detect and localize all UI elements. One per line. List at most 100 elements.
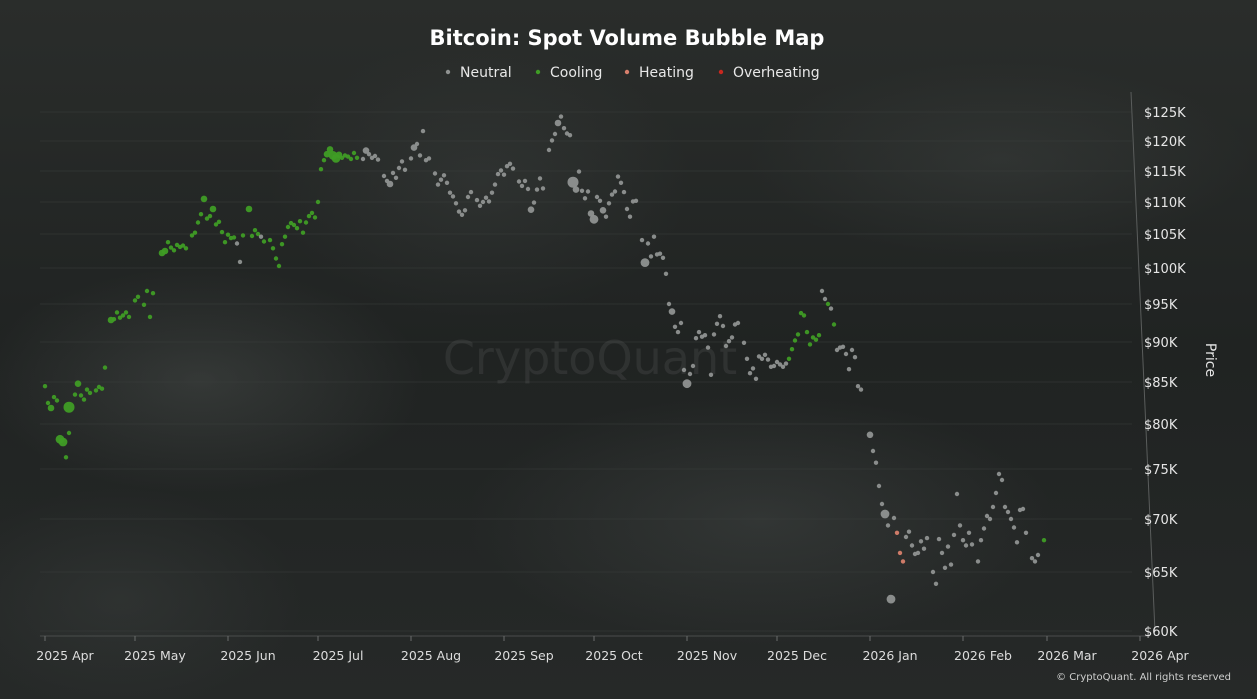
bubble-point (375, 157, 381, 162)
bubble-point (123, 310, 129, 315)
bubble-point (78, 393, 84, 398)
chart-title: Bitcoin: Spot Volume Bubble Map (430, 26, 825, 50)
bubble-point (126, 314, 132, 320)
legend-item-neutral[interactable]: Neutral (445, 65, 512, 81)
bubble-point (483, 195, 489, 200)
x-tick-label: 2025 Apr (36, 648, 94, 663)
bubble-point (180, 243, 186, 248)
bubble-point (663, 271, 669, 276)
bubble-point (723, 343, 729, 349)
bubble-point (843, 351, 849, 357)
bubble-point (225, 232, 231, 237)
bubble-point (984, 513, 990, 519)
bubble-point (507, 161, 513, 166)
bubble-point (45, 400, 51, 406)
bubble-point (372, 153, 378, 159)
bubble-point (480, 199, 486, 205)
y-axis-line (1130, 91, 1156, 633)
bubble-point (534, 187, 540, 192)
bubble-point (603, 214, 609, 219)
bubble-point (291, 222, 297, 228)
bubble-point (63, 455, 69, 460)
legend-item-heating[interactable]: Heating (624, 65, 694, 81)
x-tick-label: 2025 Dec (767, 648, 827, 663)
x-tick-label: 2026 Apr (1131, 648, 1189, 663)
bubble-point (585, 189, 591, 194)
bubble-point (900, 559, 906, 564)
bubble-point (915, 550, 921, 556)
bubble-point (880, 509, 890, 519)
legend-item-cooling[interactable]: Cooling (535, 65, 603, 81)
legend[interactable]: Neutral Cooling Heating Overheating (445, 65, 820, 81)
bubble-point (612, 189, 618, 194)
bubble-point (589, 214, 599, 224)
bubble-point (957, 523, 963, 528)
bubble-point (681, 367, 687, 373)
bubble-point (876, 483, 882, 489)
bubble-point (348, 156, 354, 162)
bubble-point (111, 317, 117, 322)
bubble-point (765, 357, 771, 362)
grid-lines (40, 111, 1132, 632)
bubble-point (189, 233, 195, 238)
bubble-point (120, 313, 126, 318)
y-tick-label: $60K (1144, 625, 1178, 640)
bubble-point (866, 431, 874, 439)
bubble-point (597, 198, 603, 203)
bubble-point (572, 186, 580, 193)
bubble-point (1011, 525, 1017, 530)
bubble-point (954, 491, 960, 497)
x-tick-label: 2025 Jun (220, 648, 275, 663)
bubble-point (858, 387, 864, 392)
bubble-point (621, 189, 627, 195)
bubble-point (948, 562, 954, 567)
bubble-point (831, 322, 837, 327)
bubble-point (668, 308, 676, 315)
bubble-point (219, 229, 225, 235)
bubble-point (711, 332, 717, 337)
bubble-point (399, 159, 405, 164)
legend-label: Neutral (460, 65, 512, 81)
bubble-point (696, 329, 702, 335)
bubble-point (171, 248, 177, 253)
bubble-point (309, 210, 315, 216)
bubble-point (522, 178, 528, 184)
bubble-point (816, 333, 822, 338)
bubble-point (969, 542, 975, 547)
bubble-point (693, 336, 699, 341)
bubble-point (963, 543, 969, 548)
bubble-point (567, 176, 579, 188)
bubble-point (726, 339, 732, 344)
bubble-point (150, 291, 156, 296)
bubble-point (906, 529, 912, 534)
bubble-point (465, 194, 471, 200)
y-axis-title: Price (1202, 343, 1218, 377)
bubble-point (408, 156, 414, 161)
bubble-point (936, 536, 942, 542)
bubble-point (222, 240, 228, 245)
bubble-point (390, 170, 396, 176)
bubble-point (312, 215, 318, 220)
bubble-point (1008, 516, 1014, 522)
bubble-point (921, 546, 927, 551)
bubble-point (200, 195, 208, 203)
bubble-point (939, 550, 945, 556)
bubble-point (981, 526, 987, 531)
x-tick-label: 2026 Mar (1037, 648, 1097, 663)
bubble-point (525, 186, 531, 192)
bubble-point (255, 231, 261, 237)
legend-item-overheating[interactable]: Overheating (718, 65, 820, 81)
bubble-point (381, 173, 387, 179)
bubble-point (237, 259, 243, 265)
bubble-point (756, 354, 762, 359)
bubble-point (786, 356, 792, 361)
bubble-point (366, 152, 372, 157)
bubble-point (486, 199, 492, 204)
bubble-point (996, 471, 1002, 477)
y-tick-label: $125K (1144, 106, 1186, 121)
x-tick-label: 2025 Jul (313, 648, 364, 663)
bubble-point (780, 364, 786, 369)
bubble-point (885, 523, 891, 528)
bubble-point (606, 201, 612, 206)
bubble-point (702, 333, 708, 338)
